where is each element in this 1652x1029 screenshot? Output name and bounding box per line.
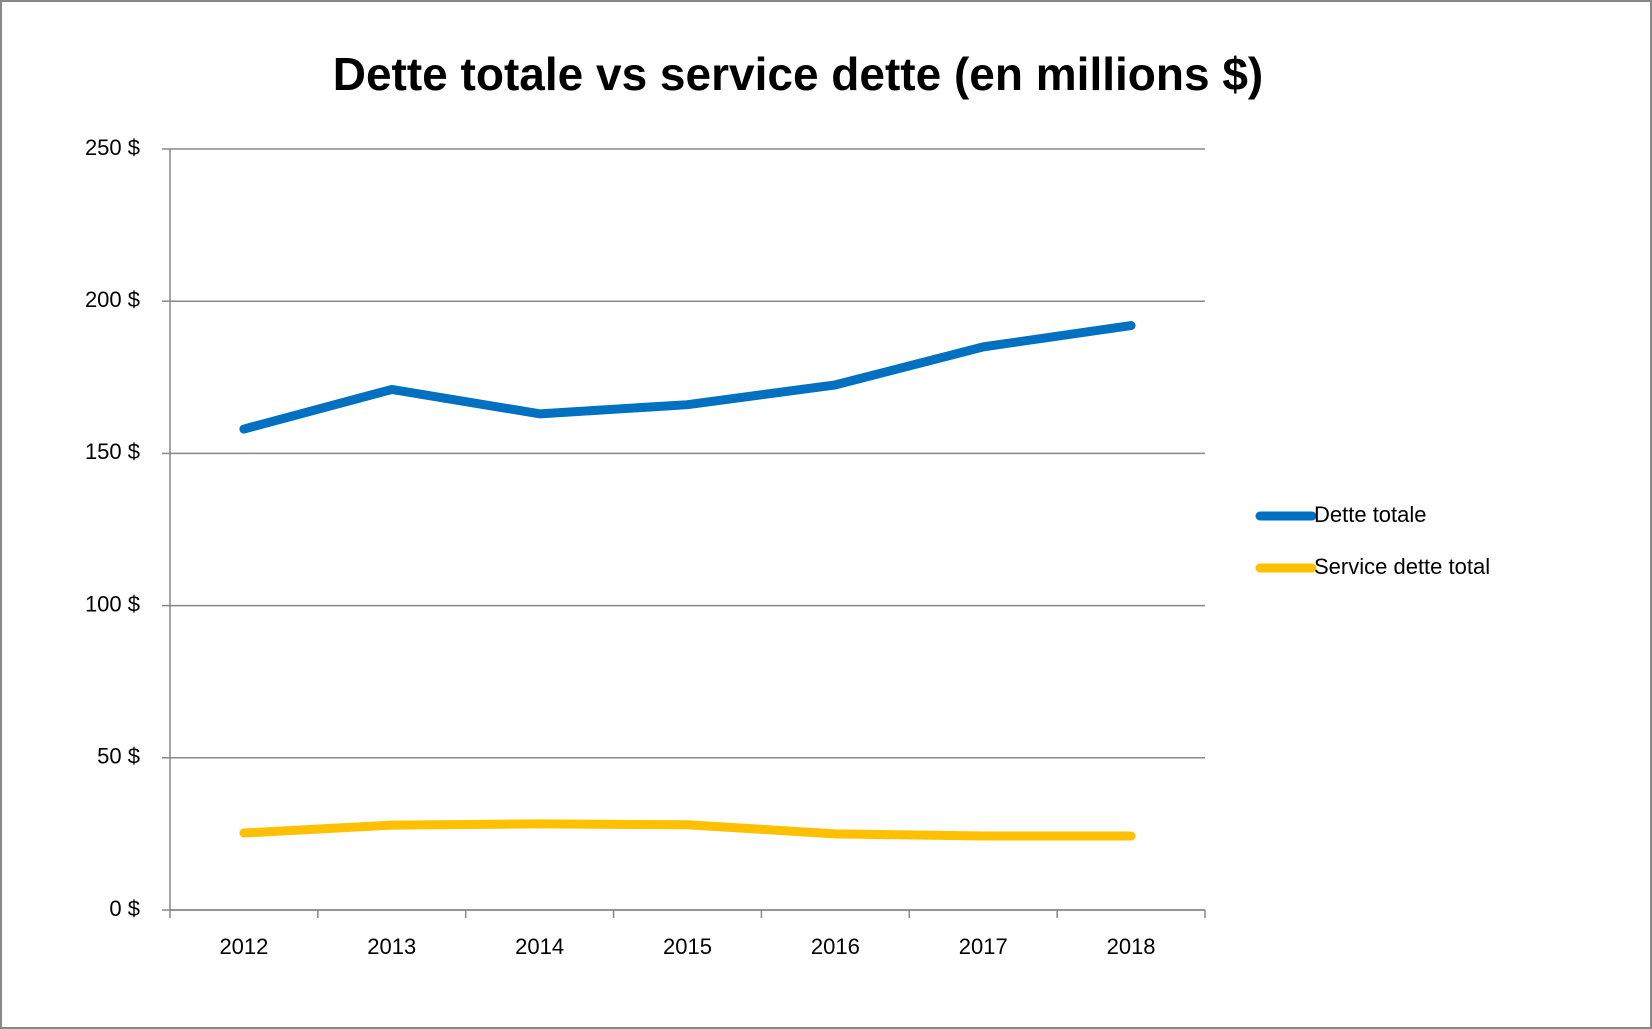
y-tick-label: 0 $: [109, 896, 140, 921]
y-tick-label: 50 $: [97, 744, 140, 769]
x-tick-label: 2017: [959, 934, 1008, 959]
x-tick-label: 2012: [219, 934, 268, 959]
x-tick-label: 2016: [811, 934, 860, 959]
line-series: [239, 819, 1136, 841]
y-tick-label: 100 $: [85, 591, 140, 616]
x-tick-label: 2014: [515, 934, 564, 959]
x-tick-label: 2015: [663, 934, 712, 959]
y-tick-label: 150 $: [85, 439, 140, 464]
x-tick-label: 2018: [1107, 934, 1156, 959]
y-tick-label: 250 $: [85, 135, 140, 160]
legend-label: Dette totale: [1314, 502, 1427, 527]
y-tick-label: 200 $: [85, 287, 140, 312]
legend-label: Service dette total: [1314, 554, 1490, 579]
line-series: [239, 321, 1136, 434]
chart-title: Dette totale vs service dette (en millio…: [333, 48, 1264, 100]
x-tick-label: 2013: [367, 934, 416, 959]
